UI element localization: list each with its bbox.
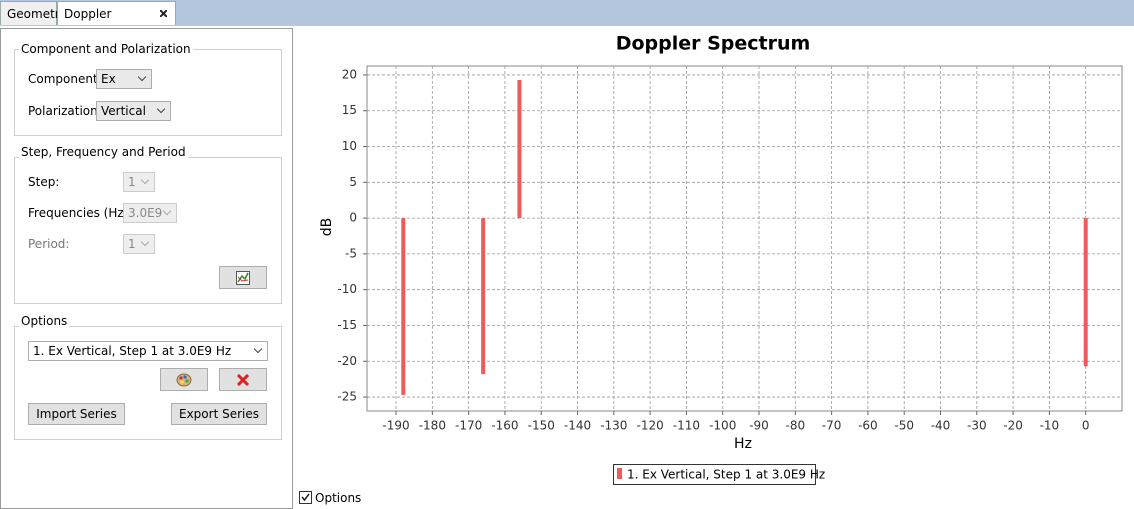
close-icon[interactable] xyxy=(160,10,167,17)
checkbox[interactable] xyxy=(299,491,312,504)
y-tick-label: 0 xyxy=(349,211,357,225)
side-panel: Component and Polarization Component: Ex… xyxy=(0,28,293,509)
x-tick-label: 0 xyxy=(1082,419,1090,433)
x-tick-label: -60 xyxy=(858,419,878,433)
field-label: Component: xyxy=(28,72,102,86)
x-tick-label: -10 xyxy=(1040,419,1060,433)
x-tick-label: -170 xyxy=(455,419,482,433)
tab[interactable]: Geometry xyxy=(0,1,67,25)
plot-button[interactable] xyxy=(219,266,267,289)
chart-icon xyxy=(236,271,250,285)
y-tick-label: -15 xyxy=(337,318,357,332)
color-button[interactable] xyxy=(160,368,208,391)
x-tick-label: -190 xyxy=(382,419,409,433)
field-label: Polarization: xyxy=(28,104,102,118)
y-tick-label: -10 xyxy=(337,282,357,296)
bar xyxy=(481,218,486,375)
legend-swatch xyxy=(617,468,622,479)
group-title: Component and Polarization xyxy=(19,42,193,56)
chart: Doppler Spectrum dB Hz -25-20-15-10-5051… xyxy=(319,33,1123,485)
x-tick-label: -130 xyxy=(600,419,627,433)
x-tick-label: -140 xyxy=(564,419,591,433)
check-mark xyxy=(301,493,310,502)
x-tick-label: -160 xyxy=(491,419,518,433)
x-tick-label: -150 xyxy=(528,419,555,433)
x-tick-label: -70 xyxy=(822,419,842,433)
y-axis-label: dB xyxy=(319,218,335,237)
tab-bar: Geometry Doppler Spectrum xyxy=(0,0,1134,45)
y-tick-label: 10 xyxy=(342,139,357,153)
chart-title: Doppler Spectrum xyxy=(616,33,811,55)
combo-box: 3.0E9 xyxy=(123,203,177,223)
combo-box[interactable]: Vertical xyxy=(96,101,171,121)
y-tick-label: 15 xyxy=(342,103,357,117)
x-tick-label: -90 xyxy=(749,419,769,433)
combo-box[interactable]: Ex xyxy=(96,69,152,89)
group-box xyxy=(14,326,282,440)
bar xyxy=(1083,218,1088,367)
checkbox-label: Options xyxy=(315,491,362,505)
y-tick-label: -20 xyxy=(337,354,357,368)
delete-icon xyxy=(236,373,250,387)
bar xyxy=(517,79,522,219)
tab[interactable]: Doppler Spectrum xyxy=(57,1,176,45)
field-label: Frequencies (Hz): xyxy=(28,206,133,220)
x-tick-label: -40 xyxy=(931,419,951,433)
field-label: Step: xyxy=(28,175,60,189)
group-box xyxy=(14,49,282,136)
delete-button[interactable] xyxy=(219,368,267,391)
plot-area xyxy=(366,65,1123,412)
x-tick-label: -20 xyxy=(1003,419,1023,433)
x-tick-label: -120 xyxy=(637,419,664,433)
palette-icon xyxy=(176,373,192,387)
legend-label: 1. Ex Vertical, Step 1 at 3.0E9 Hz xyxy=(627,468,825,482)
bar xyxy=(401,218,406,395)
x-axis-label: Hz xyxy=(734,436,752,452)
x-tick-label: -180 xyxy=(419,419,446,433)
legend-box xyxy=(613,464,816,485)
button[interactable]: Import Series xyxy=(28,403,125,425)
y-tick-label: 5 xyxy=(349,175,357,189)
x-tick-label: -30 xyxy=(967,419,987,433)
x-tick-label: -100 xyxy=(709,419,736,433)
series-select[interactable]: 1. Ex Vertical, Step 1 at 3.0E9 Hz xyxy=(28,341,268,361)
x-tick-label: -110 xyxy=(673,419,700,433)
field-label: Period: xyxy=(28,237,70,251)
combo-box: 1 xyxy=(123,172,155,192)
x-tick-label: -50 xyxy=(894,419,914,433)
x-tick-label: -80 xyxy=(786,419,806,433)
group-title: Options xyxy=(19,314,70,328)
y-tick-label: 20 xyxy=(342,67,357,81)
group-title: Step, Frequency and Period xyxy=(19,145,188,159)
y-tick-label: -25 xyxy=(337,390,357,404)
y-tick-label: -5 xyxy=(345,246,357,260)
button[interactable]: Export Series xyxy=(171,403,267,425)
combo-box: 1 xyxy=(123,234,155,254)
